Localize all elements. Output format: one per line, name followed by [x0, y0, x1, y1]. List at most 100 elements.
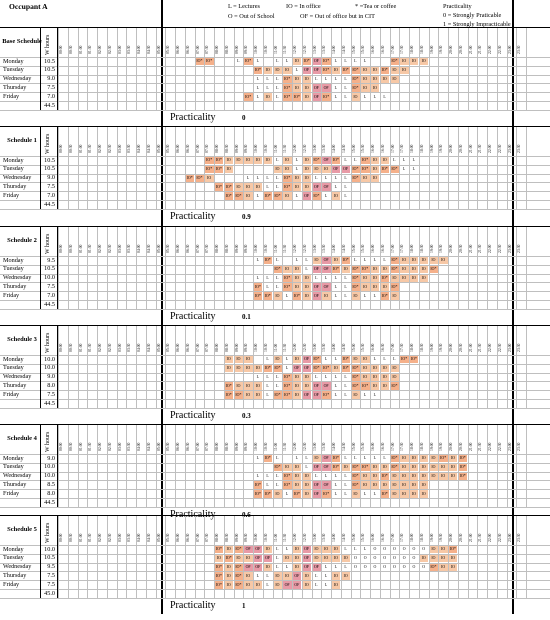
time-slot-header: 04:00: [137, 343, 141, 352]
time-slot-header: 10:00: [254, 144, 258, 153]
schedule-cell: IO*: [399, 355, 409, 364]
schedule-cell: IO: [419, 454, 428, 463]
day-label: Monday: [3, 256, 24, 264]
time-slot-header: 07:30: [205, 244, 210, 253]
grid-col-line: [379, 325, 381, 408]
grid-col-line: [360, 424, 361, 507]
practicality-value: 0.1: [242, 312, 251, 321]
schedule-cell: L: [276, 456, 279, 461]
time-slot-header: 06:00: [176, 442, 180, 451]
schedule-cell: O: [402, 556, 406, 561]
grid-row-line: [0, 92, 550, 93]
practicality-value: 0: [242, 113, 246, 122]
time-slot-header: 19:30: [439, 144, 444, 153]
grid-col-line: [282, 226, 283, 309]
grid-col-line: [194, 226, 196, 309]
schedule-cell: IO: [312, 545, 321, 554]
schedule-cell: IO*: [321, 364, 331, 373]
grid-row-line: [0, 553, 550, 555]
schedule-cell: IO: [302, 571, 311, 580]
schedule-cell: L: [393, 357, 396, 362]
grid-col-line: [301, 27, 303, 110]
grid-col-line: [350, 424, 352, 507]
schedule-cell: IO: [360, 480, 370, 489]
schedule-cell: IO: [438, 563, 448, 571]
schedule-cell: L: [344, 547, 347, 552]
grid-col-line: [233, 27, 235, 110]
time-slot-header: 08:30: [224, 144, 229, 153]
time-slot-header: 04:00: [137, 144, 141, 153]
grid-col-line: [350, 27, 352, 110]
schedule-cell: IO: [438, 554, 448, 563]
grid-col-line: [457, 226, 459, 309]
schedule-cell: L: [363, 547, 367, 552]
schedule-cell: IO: [282, 265, 292, 274]
grid-col-line: [77, 27, 79, 110]
grid-col-line: [262, 126, 264, 209]
grid-col-line: [155, 126, 157, 209]
hours-value: 10.5: [44, 57, 55, 65]
grid-col-line: [477, 226, 478, 309]
grid-col-line: [496, 424, 498, 507]
time-slot-header: 23:30: [517, 442, 522, 451]
time-slot-header: 12:30: [302, 244, 307, 253]
legend-tea: * =Tea or coffee: [355, 3, 397, 10]
schedule-cell: IO: [263, 545, 272, 554]
schedule-cell: IO*: [273, 463, 282, 472]
grid-col-line: [184, 126, 186, 209]
schedule-cell: IO: [390, 274, 399, 282]
time-slot-header: 10:00: [254, 442, 258, 451]
grid-col-line: [418, 424, 420, 507]
schedule-cell: IO: [429, 554, 438, 563]
time-slot-header: 11:30: [283, 244, 288, 253]
time-slot-header: 14:30: [341, 343, 346, 352]
schedule-cell: L: [315, 375, 318, 379]
grid-col-line: [175, 226, 176, 309]
grid-col-line: [126, 515, 127, 598]
time-slot-header: 17:00: [390, 343, 395, 352]
grid-col-line: [399, 515, 400, 598]
time-slot-header: 14:00: [332, 45, 336, 54]
schedule-cell: IO: [380, 75, 389, 83]
grid-col-line: [321, 126, 322, 209]
grid-col-line: [233, 515, 235, 598]
grid-col-line: [331, 515, 332, 598]
day-label: Tuesday: [3, 66, 24, 74]
time-slot-header: 15:30: [361, 244, 366, 253]
day-label: Wednesday: [3, 373, 32, 381]
schedule-cell: IO: [399, 66, 409, 75]
schedule-cell: IO*: [204, 156, 214, 165]
time-slot-header: 11:00: [273, 533, 278, 542]
hours-column-header: W hours: [45, 522, 51, 543]
table-top-border: [0, 27, 550, 28]
schedule-cell: IO*: [390, 282, 399, 291]
schedule-cell: IO: [282, 156, 292, 165]
hours-value: 7.5: [47, 571, 55, 579]
schedule-cell: IO*: [409, 355, 419, 364]
time-slot-header: 07:30: [205, 343, 210, 352]
schedule-cell: IO: [360, 282, 370, 291]
schedule-cell: IO*: [224, 554, 233, 563]
grid-row-line: [0, 101, 550, 102]
grid-col-line: [399, 325, 400, 408]
day-label: Friday: [3, 191, 20, 199]
schedule-cell: L: [402, 167, 406, 172]
schedule-cell: L: [334, 491, 338, 496]
hours-value: 10.5: [44, 156, 55, 164]
time-slot-header: 06:30: [185, 343, 190, 352]
schedule-cell: IO: [321, 545, 331, 554]
schedule-cell: IO: [438, 472, 448, 480]
time-slot-header: 03:00: [117, 144, 122, 153]
grid-col-line: [506, 27, 508, 110]
schedule-cell: IO: [243, 571, 253, 580]
time-slot-header: 02:00: [98, 244, 102, 253]
time-slot-header: 13:00: [312, 533, 317, 542]
grid-col-line: [175, 424, 176, 507]
time-slot-header: 21:30: [478, 244, 483, 253]
schedule-cell: L: [373, 456, 377, 461]
grid-col-line: [350, 515, 352, 598]
schedule-cell: IO: [224, 563, 233, 571]
schedule-cell: IO: [409, 256, 419, 265]
time-slot-header: 17:30: [400, 144, 405, 153]
schedule-title: Base Schedule: [2, 38, 42, 45]
